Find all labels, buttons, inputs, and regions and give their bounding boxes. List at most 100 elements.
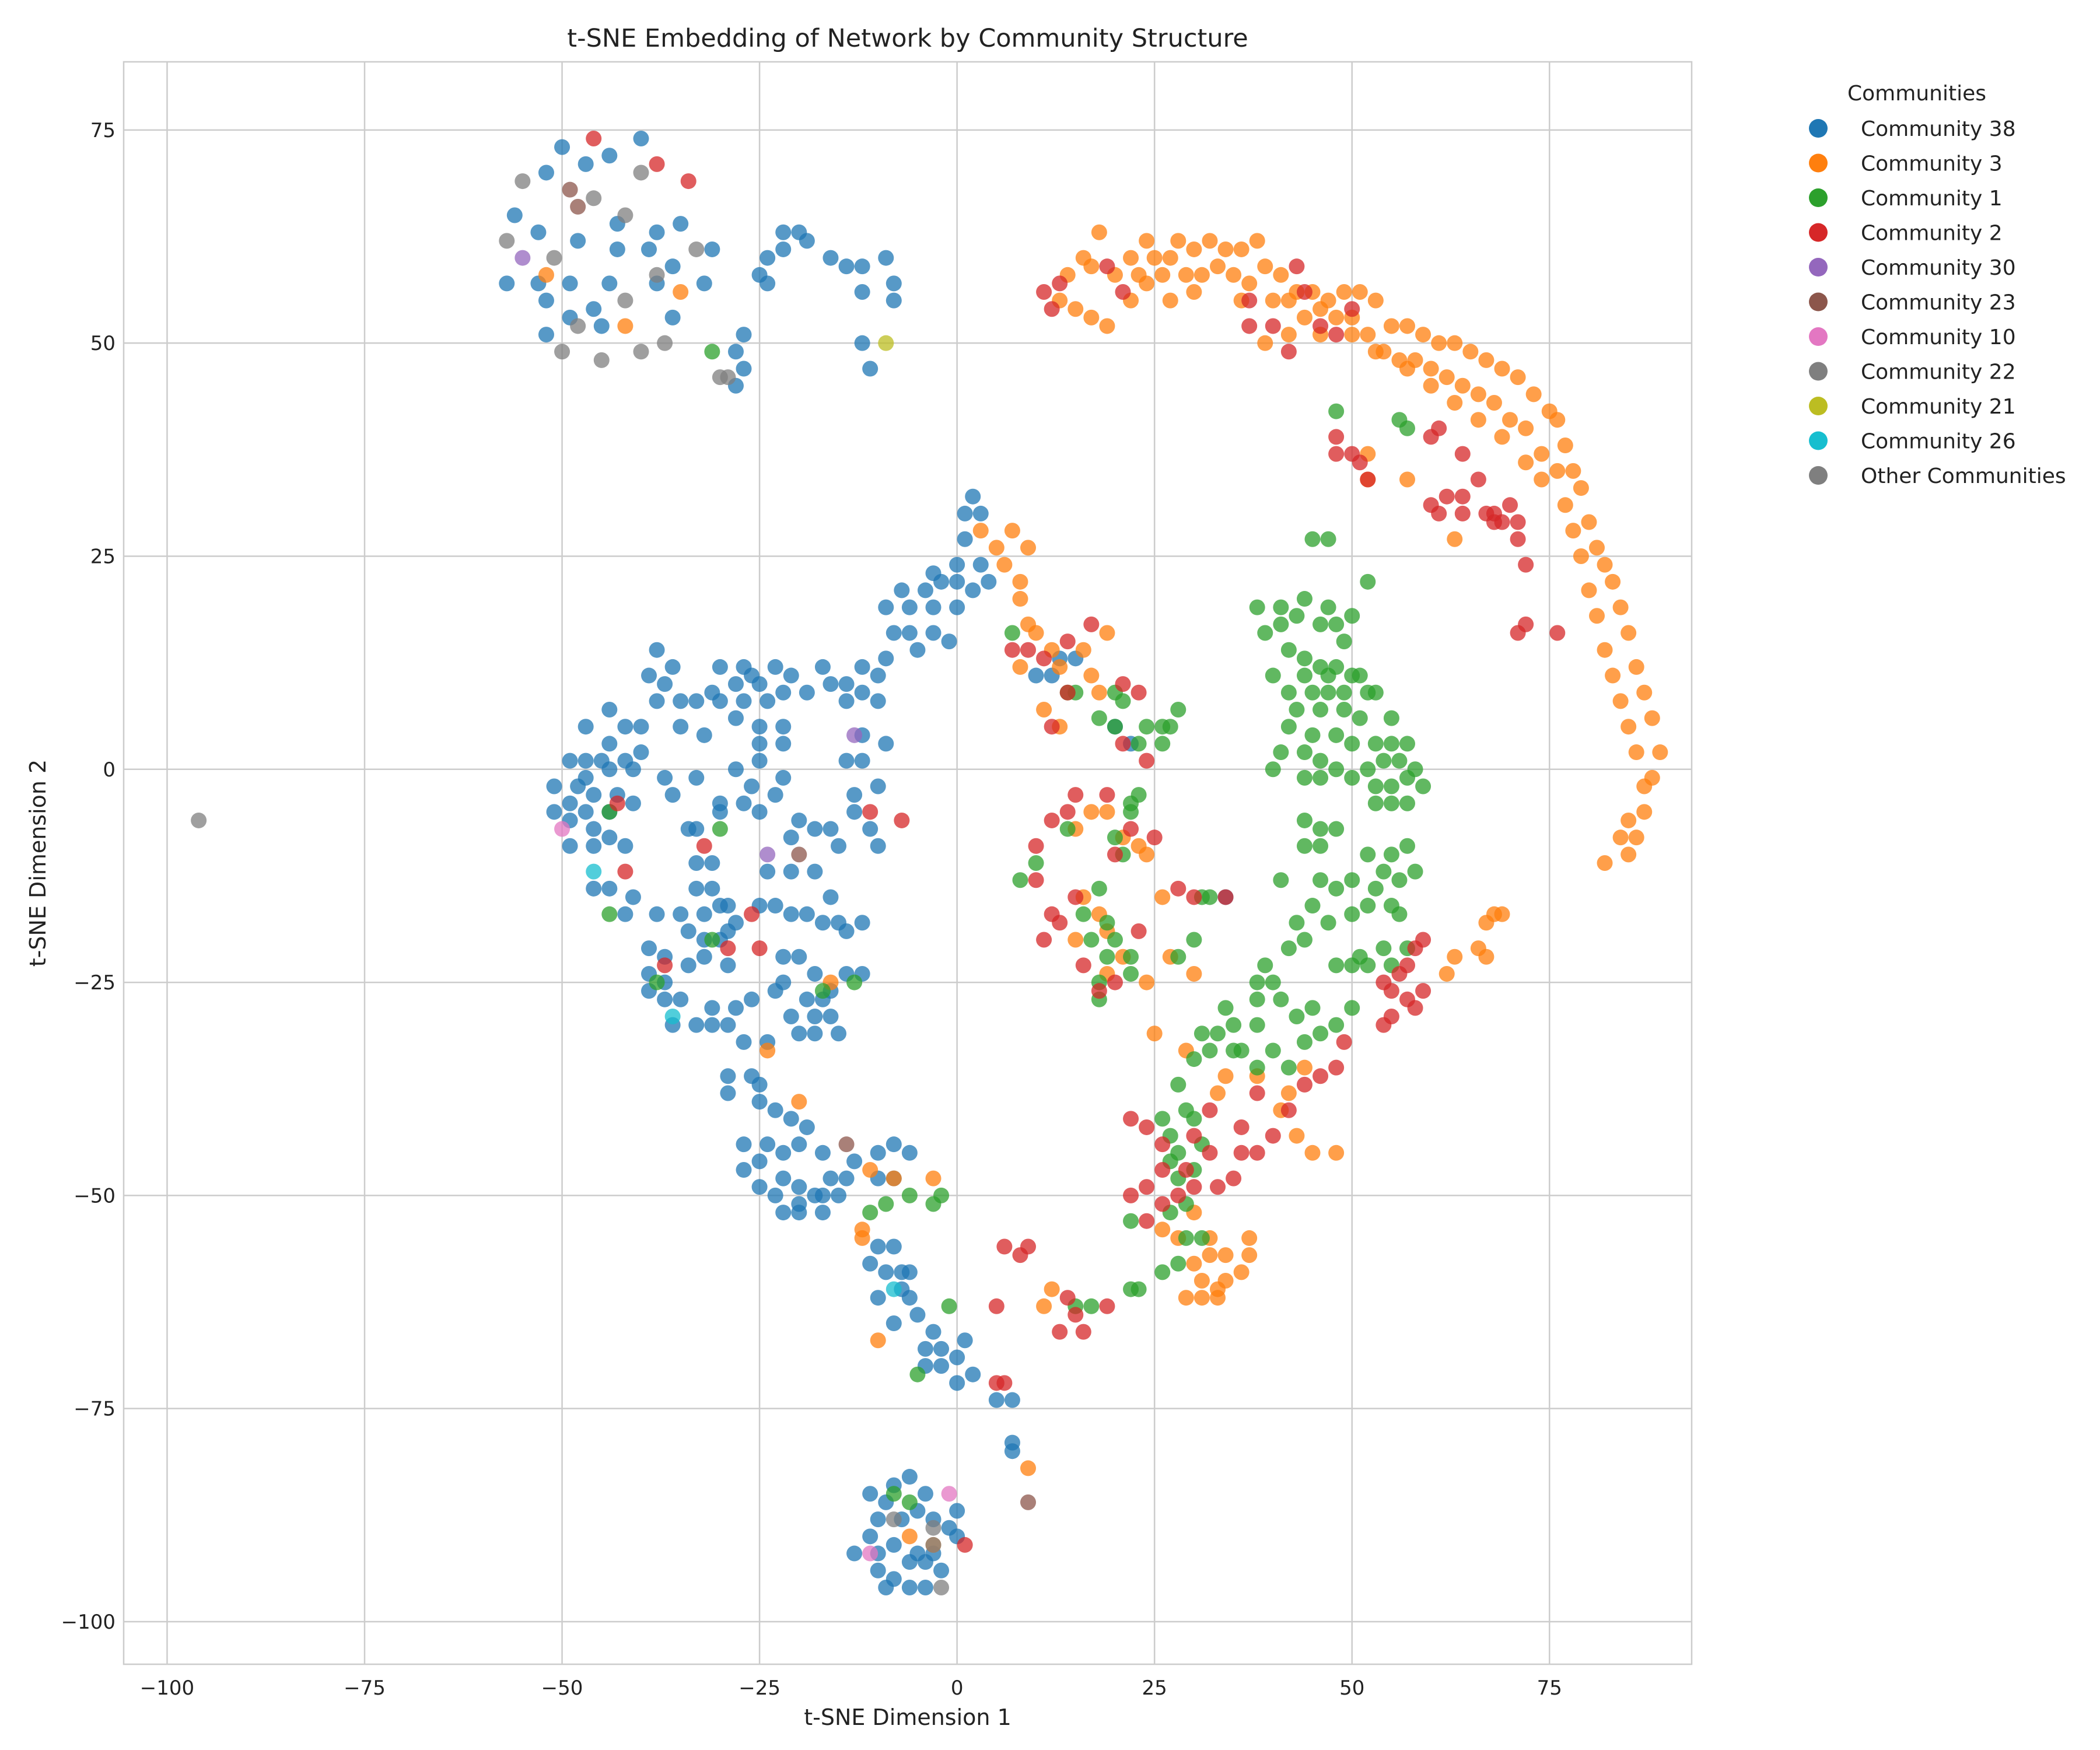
y-tick-label: −50: [74, 1184, 116, 1208]
community-38-point: [901, 1554, 918, 1570]
community-3-point: [1652, 744, 1668, 761]
community-38-point: [822, 250, 839, 266]
community-1-point: [1194, 1230, 1210, 1246]
legend: Communities Community 38 Community 3 Commu…: [1809, 82, 2066, 488]
community-2-point: [1431, 420, 1447, 436]
community-1-point: [1312, 838, 1329, 854]
community-38-point: [664, 258, 681, 275]
community-1-point: [1154, 1264, 1171, 1280]
community-1-point: [1367, 880, 1384, 897]
community-3-point: [1154, 267, 1171, 283]
community-38-point: [949, 573, 965, 590]
community-38-point: [649, 642, 665, 658]
community-3-point: [1549, 412, 1566, 428]
community-38-point: [799, 233, 815, 249]
community-38-point: [625, 795, 641, 811]
community-30-point: [846, 727, 863, 743]
community-1-point: [1154, 736, 1171, 752]
community-38-point: [925, 625, 942, 641]
community-1-point: [1328, 1017, 1345, 1033]
community-2-point: [1312, 318, 1329, 334]
community-3-point: [1431, 335, 1447, 351]
community-1-point: [1257, 625, 1273, 641]
community-38-point: [949, 1503, 965, 1519]
community-3-point: [1186, 1255, 1202, 1272]
community-3-point: [1597, 556, 1613, 573]
legend-marker: [1809, 466, 1828, 485]
community-38-point: [736, 1034, 752, 1050]
community-38-point: [886, 275, 902, 292]
community-1-point: [1360, 761, 1376, 778]
community-3-point: [1217, 1272, 1234, 1289]
community-2-point: [1249, 1085, 1265, 1101]
community-38-point: [775, 736, 792, 752]
community-38-point: [925, 565, 942, 582]
community-38-point: [775, 949, 792, 965]
community-3-point: [1620, 846, 1637, 863]
community-38-point: [727, 344, 744, 360]
community-26-point: [586, 863, 602, 880]
community-38-point: [720, 1017, 736, 1033]
legend-label: Other Communities: [1861, 464, 2066, 488]
community-38-point: [886, 1536, 902, 1553]
community-2-point: [1210, 1179, 1226, 1195]
community-1-point: [1344, 736, 1360, 752]
community-38-point: [727, 676, 744, 692]
community-22-point: [657, 335, 673, 351]
community-1-point: [1328, 957, 1345, 974]
community-38-point: [751, 752, 768, 769]
community-3-point: [1557, 497, 1573, 513]
community-1-point: [1186, 1111, 1202, 1127]
community-2-point: [1115, 736, 1131, 752]
x-tick-label: −100: [140, 1676, 194, 1700]
community-38-point: [917, 582, 933, 598]
community-1-point: [1194, 1026, 1210, 1042]
community-2-point: [1099, 1298, 1115, 1314]
community-22-point: [514, 173, 531, 190]
community-38-point: [696, 949, 712, 965]
community-1-point: [649, 974, 665, 991]
community-38-point: [886, 1315, 902, 1332]
community-3-point: [1581, 582, 1597, 598]
community-3-point: [1146, 250, 1163, 266]
community-2-point: [1376, 1017, 1392, 1033]
community-3-point: [1099, 625, 1115, 641]
community-1-point: [1123, 804, 1139, 820]
community-38-point: [917, 1340, 933, 1357]
community-2-point: [1391, 965, 1408, 982]
community-1-point: [1344, 769, 1360, 786]
community-38-point: [601, 830, 618, 846]
community-2-point: [1059, 804, 1076, 820]
community-38-point: [862, 821, 878, 837]
community-38-point: [664, 309, 681, 326]
community-38-point: [917, 1579, 933, 1595]
community-3-point: [1399, 471, 1416, 488]
community-1-point: [1383, 795, 1399, 811]
community-3-point: [1470, 412, 1486, 428]
community-3-point: [1162, 250, 1178, 266]
community-1-point: [1383, 778, 1399, 794]
y-tick-label: −75: [74, 1398, 116, 1421]
community-3-point: [1012, 573, 1028, 590]
legend-label: Community 30: [1861, 256, 2016, 280]
community-3-point: [1447, 949, 1463, 965]
community-38-point: [633, 719, 649, 735]
community-1-point: [901, 1187, 918, 1203]
community-2-point: [1115, 676, 1131, 692]
community-3-point: [1589, 608, 1605, 624]
community-2-point: [1139, 1179, 1155, 1195]
legend-marker: [1809, 119, 1828, 138]
community-2-point: [1336, 1034, 1352, 1050]
community-2-point: [1510, 531, 1526, 547]
community-3-point: [1620, 625, 1637, 641]
community-3-point: [1605, 667, 1621, 684]
community-2-point: [1099, 787, 1115, 803]
community-38-point: [862, 1528, 878, 1545]
community-38-point: [744, 778, 760, 794]
community-3-point: [1573, 548, 1589, 564]
community-2-point: [1139, 752, 1155, 769]
community-1-point: [1123, 949, 1139, 965]
community-38-point: [546, 804, 562, 820]
community-1-point: [901, 1494, 918, 1510]
community-2-point: [1344, 301, 1360, 317]
